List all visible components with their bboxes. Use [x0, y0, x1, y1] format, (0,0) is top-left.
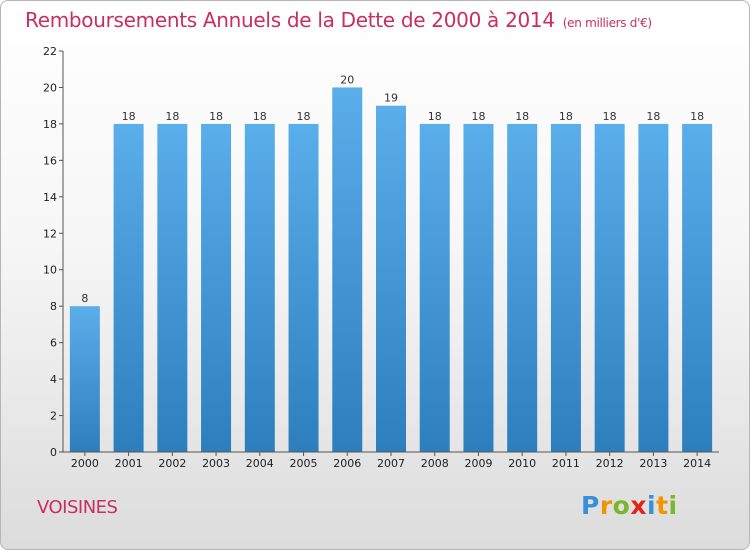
value-label-2013: 18: [646, 110, 660, 123]
value-label-2011: 18: [559, 110, 573, 123]
value-label-2002: 18: [165, 110, 179, 123]
y-tick-label: 6: [50, 337, 57, 350]
y-axis: 0 2 4 6 8 10 12 14 16 18 20 22: [43, 45, 64, 459]
value-label-2006: 20: [340, 73, 354, 86]
x-tick-label-2002: 2002: [158, 457, 186, 470]
x-tick-label-2003: 2003: [202, 457, 230, 470]
x-tick-label-2009: 2009: [464, 457, 492, 470]
bar-2011: [550, 123, 581, 452]
x-tick-label-2011: 2011: [552, 457, 580, 470]
chart-title: Remboursements Annuels de la Dette de 20…: [25, 8, 652, 32]
bar-2008: [419, 123, 450, 452]
y-tick-label: 14: [43, 191, 57, 204]
y-tick-label: 20: [43, 81, 57, 94]
bar-2004: [244, 123, 275, 452]
bar-2009: [463, 123, 494, 452]
bar-2010: [507, 123, 538, 452]
value-label-2001: 18: [122, 110, 136, 123]
x-tick-label-2014: 2014: [683, 457, 711, 470]
bar-2014: [682, 123, 713, 452]
y-tick-label: 22: [43, 45, 57, 58]
bar-2013: [638, 123, 669, 452]
bar-2000: [69, 306, 100, 452]
logo-letter: i: [668, 491, 678, 520]
value-label-2000: 8: [81, 292, 88, 305]
y-tick-label: 12: [43, 227, 57, 240]
bar-2007: [376, 105, 406, 452]
x-tick-label-2001: 2001: [115, 457, 143, 470]
value-label-2008: 18: [428, 110, 442, 123]
value-label-2003: 18: [209, 110, 223, 123]
bar-2003: [201, 123, 232, 452]
bars: [69, 87, 713, 453]
x-tick-label-2008: 2008: [421, 457, 449, 470]
value-label-2014: 18: [690, 110, 704, 123]
x-tick-label-2013: 2013: [639, 457, 667, 470]
bar-2002: [157, 123, 188, 452]
value-labels: 8 18 18 18 18 18 20 19 18 18 18 18 18 18 18: [81, 73, 704, 305]
x-tick-label-2010: 2010: [508, 457, 536, 470]
y-tick-label: 16: [43, 154, 57, 167]
x-axis: 2000 2001 2002 2003 2004 2005 2006 2007 2008 2009…: [63, 451, 719, 470]
value-label-2012: 18: [603, 110, 617, 123]
value-label-2007: 19: [384, 92, 398, 105]
chart-title-text: Remboursements Annuels de la Dette de 20…: [25, 8, 555, 32]
y-tick-label: 10: [43, 264, 57, 277]
logo-letter: t: [656, 491, 669, 520]
y-tick-label: 0: [50, 446, 57, 459]
logo-letter: o: [612, 491, 631, 520]
bar-2005: [288, 123, 319, 452]
value-label-2005: 18: [297, 110, 311, 123]
x-tick-label-2004: 2004: [246, 457, 274, 470]
y-tick-label: 8: [50, 300, 57, 313]
x-tick-label-2012: 2012: [596, 457, 624, 470]
x-tick-label-2007: 2007: [377, 457, 405, 470]
bar-2001: [113, 123, 144, 452]
bar-2012: [594, 123, 625, 452]
chart-unit-label: (en milliers d'€): [562, 16, 652, 30]
x-tick-label-2005: 2005: [290, 457, 318, 470]
x-tick-label-2000: 2000: [71, 457, 99, 470]
logo-letter: r: [599, 491, 613, 520]
y-tick-label: 2: [50, 410, 57, 423]
logo-letter: P: [581, 491, 600, 520]
value-label-2010: 18: [515, 110, 529, 123]
logo-letter: i: [647, 491, 657, 520]
y-tick-label: 18: [43, 118, 57, 131]
y-tick-label: 4: [50, 373, 57, 386]
bar-2006: [332, 87, 363, 453]
x-tick-label-2006: 2006: [333, 457, 361, 470]
value-label-2004: 18: [253, 110, 267, 123]
value-label-2009: 18: [471, 110, 485, 123]
commune-name: VOISINES: [37, 497, 118, 518]
logo-letter: x: [630, 491, 647, 520]
